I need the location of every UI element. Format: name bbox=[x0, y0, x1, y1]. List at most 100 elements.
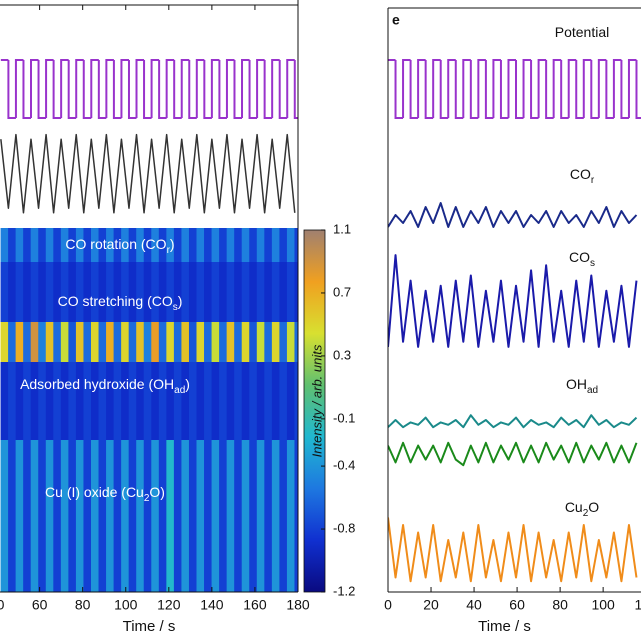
heatmap-cell bbox=[286, 262, 296, 322]
step-segment bbox=[150, 59, 160, 118]
step-segment bbox=[432, 59, 441, 118]
heatmap-cell bbox=[98, 322, 107, 362]
heatmap-cell bbox=[38, 228, 47, 262]
step-segment bbox=[567, 59, 577, 118]
step-segment bbox=[394, 60, 404, 119]
x-tick-label: 20 bbox=[423, 597, 439, 613]
step-segment bbox=[165, 59, 175, 118]
heatmap-cell bbox=[53, 262, 62, 322]
step-segment bbox=[233, 60, 243, 119]
colorbar bbox=[303, 229, 326, 593]
colorbar-tick-label: -0.4 bbox=[333, 458, 355, 473]
heatmap-cell bbox=[75, 228, 85, 262]
x-tick-label: 100 bbox=[591, 597, 615, 613]
heatmap-cell bbox=[294, 322, 298, 362]
heatmap-cell bbox=[226, 262, 235, 322]
heatmap-cell bbox=[286, 362, 296, 440]
heatmap-cell bbox=[166, 228, 175, 262]
heatmap-cell bbox=[249, 362, 258, 440]
legend-label: COr bbox=[570, 166, 595, 186]
heatmap-cell bbox=[106, 362, 115, 440]
heatmap-cell bbox=[98, 440, 107, 592]
heatmap-cell bbox=[83, 440, 92, 592]
left-plot bbox=[0, 59, 298, 592]
trace-line bbox=[388, 202, 638, 228]
heatmap-cell bbox=[181, 362, 190, 440]
step-segment bbox=[256, 59, 265, 118]
heatmap-cell bbox=[211, 262, 220, 322]
x-tick-label: 80 bbox=[75, 597, 91, 613]
heatmap-cell bbox=[113, 322, 122, 362]
subscript: s bbox=[590, 258, 595, 269]
heatmap-cell bbox=[226, 322, 235, 362]
heatmap-cell bbox=[196, 322, 205, 362]
step-segment bbox=[37, 60, 47, 119]
step-segment bbox=[447, 59, 456, 118]
heatmap-cell bbox=[136, 362, 145, 440]
legend-label: COs bbox=[569, 249, 595, 269]
heatmap-cell bbox=[211, 228, 220, 262]
heatmap-cell bbox=[166, 262, 175, 322]
heatmap-cell bbox=[68, 362, 77, 440]
step-segment bbox=[127, 60, 137, 119]
heatmap-cell bbox=[234, 322, 243, 362]
heatmap-cell bbox=[188, 440, 198, 592]
x-tick-label: 40 bbox=[0, 597, 5, 613]
heatmap-cell bbox=[151, 322, 160, 362]
step-segment bbox=[278, 60, 288, 119]
text-part: CO stretching (CO bbox=[58, 293, 173, 309]
heatmap-cell bbox=[128, 440, 137, 592]
step-segment bbox=[522, 59, 532, 118]
step-segment bbox=[552, 59, 562, 118]
heatmap-cell bbox=[234, 440, 243, 592]
x-axis-label: Time / s bbox=[478, 618, 531, 635]
x-tick-label: 140 bbox=[200, 597, 224, 613]
heatmap-cell bbox=[151, 228, 160, 262]
heatmap-cell bbox=[204, 440, 213, 592]
step-segment bbox=[499, 60, 509, 119]
heatmap-cell bbox=[128, 228, 137, 262]
step-segment bbox=[82, 60, 92, 119]
heatmap-cell bbox=[53, 362, 62, 440]
step-segment bbox=[241, 59, 250, 118]
heatmap-cell bbox=[30, 322, 39, 362]
step-segment bbox=[454, 60, 464, 119]
heatmap-cell bbox=[158, 440, 167, 592]
text-part: CO rotation (CO bbox=[65, 236, 166, 252]
step-segment bbox=[462, 59, 471, 118]
heatmap-cell bbox=[121, 262, 130, 322]
x-tick-label: 120 bbox=[634, 597, 641, 613]
heatmap-cell bbox=[256, 228, 265, 262]
heatmap-cell bbox=[204, 228, 213, 262]
heatmap-cell bbox=[106, 440, 115, 592]
heatmap-cell bbox=[226, 362, 235, 440]
heatmap-cell bbox=[136, 440, 145, 592]
heatmap-cell bbox=[121, 440, 130, 592]
heatmap-cell bbox=[136, 322, 145, 362]
heatmap-cell bbox=[286, 440, 296, 592]
step-segment bbox=[180, 59, 190, 118]
heatmap-cell bbox=[136, 262, 145, 322]
panel-label: e bbox=[392, 12, 400, 28]
heatmap-cell bbox=[286, 228, 296, 262]
text-part: O bbox=[588, 499, 599, 515]
text-part: Cu (I) oxide (Cu bbox=[45, 484, 144, 500]
heatmap-cell bbox=[83, 262, 92, 322]
step-segment bbox=[30, 59, 39, 118]
heatmap-cell bbox=[143, 322, 152, 362]
heatmap-cell bbox=[60, 322, 69, 362]
heatmap-cell bbox=[181, 262, 190, 322]
heatmap-cell bbox=[30, 262, 39, 322]
heatmap-cell bbox=[219, 262, 228, 322]
heatmap-cell bbox=[15, 440, 24, 592]
subscript: 2 bbox=[583, 508, 589, 519]
heatmap-cell bbox=[23, 262, 32, 322]
step-segment bbox=[90, 59, 99, 118]
step-segment bbox=[424, 60, 434, 119]
x-axis-label: Time / s bbox=[123, 618, 176, 635]
colorbar-tick-label: -0.1 bbox=[333, 410, 355, 425]
colorbar-tick-label: 1.1 bbox=[333, 221, 351, 236]
heatmap-cell bbox=[8, 262, 17, 322]
x-tick-label: 100 bbox=[114, 597, 138, 613]
